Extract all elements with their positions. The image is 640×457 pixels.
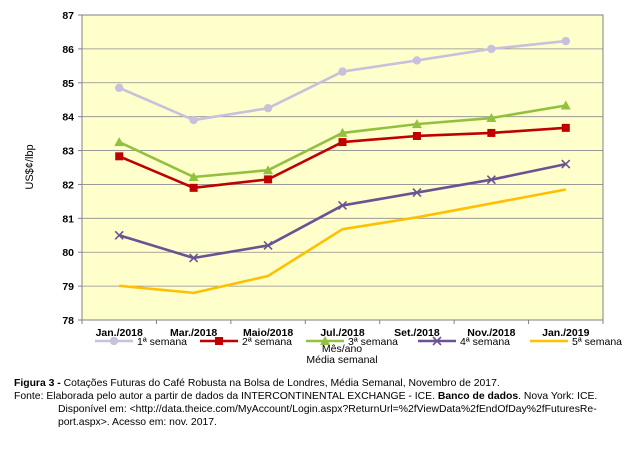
series-2-point xyxy=(561,123,570,132)
gridlines xyxy=(82,48,603,287)
series-4-point xyxy=(561,159,571,169)
series-4-point-stroke xyxy=(337,200,348,211)
series-4-point xyxy=(189,253,199,263)
series-1-point xyxy=(115,83,124,93)
x-tick-label: Mar./2018 xyxy=(170,327,217,339)
series-2-point xyxy=(115,152,124,161)
series-4-point-stroke xyxy=(486,175,496,185)
figure-caption: Figura 3 - Cotações Futuras do Café Robu… xyxy=(14,377,624,429)
legend-label: 1ª semana xyxy=(137,336,187,348)
figure-title: Figura 3 - Cotações Futuras do Café Robu… xyxy=(14,377,624,390)
y-tick-label: 86 xyxy=(62,44,74,56)
x-tick-label: Nov./2018 xyxy=(467,327,515,339)
series-4-point-stroke xyxy=(114,230,124,240)
y-tick-label: 81 xyxy=(62,213,74,225)
series-2-point xyxy=(487,128,496,137)
series-1-point xyxy=(561,36,570,46)
series-4-point xyxy=(412,188,422,198)
series-3-point xyxy=(411,119,422,129)
legend-title: Média semanal xyxy=(306,354,377,366)
y-tick-label: 83 xyxy=(62,146,74,158)
legend-label: 4ª semana xyxy=(460,336,510,348)
legend-swatch-marker xyxy=(432,336,442,346)
legend-swatch-marker xyxy=(109,336,119,346)
series-4-point-stroke xyxy=(189,253,199,263)
legend-label: 5ª semana xyxy=(572,336,622,348)
series-2-point xyxy=(264,175,273,184)
y-tick-label: 85 xyxy=(62,78,74,90)
figure-text: Cotações Futuras do Café Robusta na Bols… xyxy=(60,378,500,389)
series-1-point xyxy=(263,103,273,113)
series-4-point-stroke xyxy=(561,159,571,169)
series-3-point xyxy=(560,100,571,110)
y-tick-label: 84 xyxy=(62,112,74,124)
legend-swatch-marker xyxy=(215,337,223,345)
legend-item-5: 5ª semana xyxy=(530,336,622,348)
y-tick-label: 80 xyxy=(62,247,74,259)
x-tick-label: Jan./2018 xyxy=(96,327,143,339)
y-axis-label: US$¢/lbp xyxy=(24,144,36,189)
series-1-point xyxy=(487,44,496,54)
x-axis-ticks: Jan./2018 Mar./2018 Maio/2018 Jul./2018 Set.… xyxy=(81,320,604,339)
plot-background xyxy=(81,14,604,321)
series-5-line xyxy=(119,188,567,295)
series-4-point xyxy=(337,200,348,211)
legend-item-3: 3ª semana xyxy=(306,336,398,348)
source-line-2: Disponível em: <http://data.theice.com/M… xyxy=(58,404,597,415)
series-3-point xyxy=(337,127,348,137)
x-tick-label: Set./2018 xyxy=(394,327,440,339)
legend-item-4: 4ª semana xyxy=(418,336,510,348)
source-bold: Banco de dados xyxy=(437,391,519,402)
source-mid: . Nova York: ICE. xyxy=(518,391,598,402)
series-4-point xyxy=(114,230,124,240)
series-2-point xyxy=(189,183,198,192)
y-tick-label: 87 xyxy=(62,10,74,22)
line-chart: 78 79 80 81 82 83 84 85 86 87 Jan./2018 Mar./2018 M… xyxy=(24,10,622,366)
legend-swatch-marker-stroke xyxy=(432,336,442,346)
source-prefix: Fonte: Elaborada pelo autor a partir de … xyxy=(14,391,438,402)
x-tick-label: Maio/2018 xyxy=(243,327,293,339)
series-4-point-stroke xyxy=(412,188,422,198)
series-1-point xyxy=(412,56,422,65)
series-3-point xyxy=(114,137,125,147)
legend-label: 3ª semana xyxy=(348,336,398,348)
x-tick-label: Jul./2018 xyxy=(320,327,365,339)
series-1-point xyxy=(338,67,347,76)
figure-label: Figura 3 - xyxy=(14,378,61,389)
series-3-point xyxy=(486,113,497,123)
y-tick-label: 82 xyxy=(62,179,74,191)
series-2-point xyxy=(338,138,347,147)
series-2-point xyxy=(412,131,421,140)
x-tick-label: Jan./2019 xyxy=(542,327,589,339)
y-tick-label: 78 xyxy=(62,315,74,327)
series-4-point xyxy=(263,240,273,251)
series-4-point xyxy=(486,175,496,185)
series-lines xyxy=(114,36,571,295)
series-1-point xyxy=(189,115,198,125)
legend-label: 2ª semana xyxy=(242,336,292,348)
source-line-1: Fonte: Elaborada pelo autor a partir de … xyxy=(14,390,624,403)
x-axis-label: Mês/ano xyxy=(322,343,362,355)
legend-item-2: 2ª semana xyxy=(200,336,292,348)
legend: 1ª semana 2ª semana 3ª semana 4ª semana 5ª s… xyxy=(95,336,622,348)
series-3-point xyxy=(188,171,199,181)
y-tick-label: 79 xyxy=(62,281,74,293)
legend-swatch-marker xyxy=(320,336,330,345)
source-line-3: port.aspx>. Acesso em: nov. 2017. xyxy=(58,417,217,428)
series-3-point xyxy=(263,165,274,175)
y-axis-ticks: 78 79 80 81 82 83 84 85 86 87 xyxy=(62,10,82,327)
series-4-point-stroke xyxy=(263,240,273,251)
legend-item-1: 1ª semana xyxy=(95,336,187,348)
